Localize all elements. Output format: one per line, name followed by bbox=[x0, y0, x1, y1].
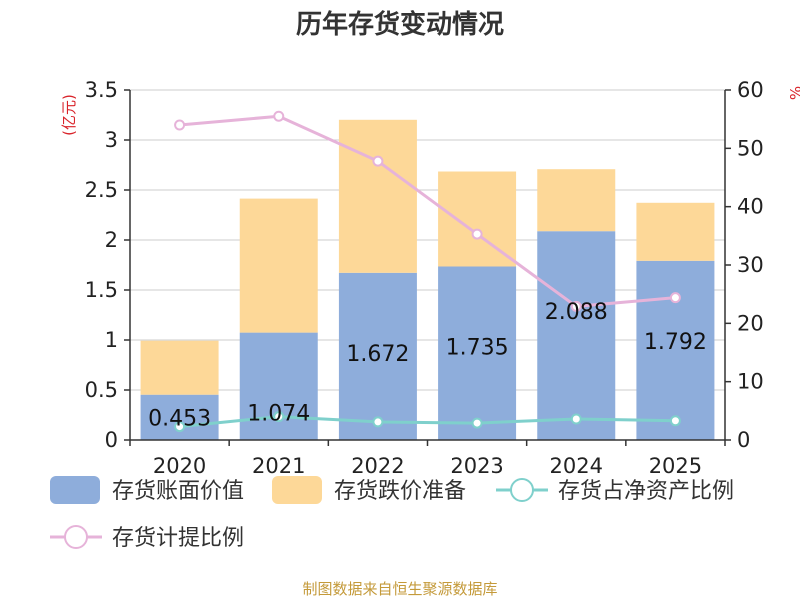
right-tick-label: 30 bbox=[737, 253, 764, 277]
left-tick-label: 1.5 bbox=[85, 278, 118, 302]
legend-marker-provision-ratio bbox=[64, 525, 88, 549]
source-note: 制图数据来自恒生聚源数据库 bbox=[302, 580, 497, 598]
right-tick-label: 60 bbox=[737, 78, 764, 102]
legend-swatch-impairment bbox=[272, 476, 322, 504]
data-label-2023: 1.735 bbox=[446, 336, 509, 361]
chart-title: 历年存货变动情况 bbox=[296, 9, 504, 40]
point-net-asset-ratio-2025 bbox=[669, 415, 681, 427]
legend-label-impairment: 存货跌价准备 bbox=[334, 479, 466, 504]
bar-book-value-2025 bbox=[636, 260, 715, 440]
point-net-asset-ratio-2023 bbox=[471, 417, 483, 429]
lines-group bbox=[174, 110, 681, 433]
bar-book-value-2020 bbox=[140, 394, 219, 440]
data-label-2024: 2.088 bbox=[545, 300, 608, 325]
right-tick-label: 40 bbox=[737, 195, 764, 219]
point-net-asset-ratio-2024 bbox=[570, 413, 582, 425]
x-tick-label: 2025 bbox=[649, 454, 702, 478]
x-tick-label: 2021 bbox=[252, 454, 305, 478]
left-tick-label: 0.5 bbox=[85, 378, 118, 402]
data-label-2025: 1.792 bbox=[644, 330, 707, 355]
bar-impairment-2023 bbox=[438, 171, 517, 267]
bar-impairment-2025 bbox=[636, 202, 715, 261]
point-provision-ratio-2021 bbox=[273, 110, 285, 122]
right-tick-label: 50 bbox=[737, 136, 764, 160]
point-provision-ratio-2022 bbox=[372, 155, 384, 167]
left-tick-label: 2.5 bbox=[85, 178, 118, 202]
bar-book-value-2024 bbox=[537, 231, 616, 440]
bar-book-value-2023 bbox=[438, 266, 517, 440]
left-tick-label: 1 bbox=[105, 328, 118, 352]
data-label-2022: 1.672 bbox=[346, 342, 409, 367]
left-axis-unit: (亿元) bbox=[60, 94, 78, 136]
bar-impairment-2024 bbox=[537, 169, 616, 232]
legend-label-provision-ratio: 存货计提比例 bbox=[112, 526, 244, 551]
bar-book-value-2022 bbox=[338, 272, 417, 440]
x-tick-label: 2024 bbox=[550, 454, 603, 478]
x-tick-label: 2023 bbox=[450, 454, 503, 478]
right-tick-label: 0 bbox=[737, 428, 750, 452]
point-net-asset-ratio-2022 bbox=[372, 416, 384, 428]
left-tick-label: 3.5 bbox=[85, 78, 118, 102]
legend-marker-net-asset-ratio bbox=[510, 478, 534, 502]
grid-lines bbox=[130, 89, 725, 391]
line-net-asset-ratio bbox=[179, 415, 676, 429]
bar-impairment-2022 bbox=[338, 119, 417, 273]
axes-group: 0 0.5 1 1.5 2 2.5 3 3.5 0 10 20 30 40 50 60 2020 2021 202… bbox=[85, 78, 764, 478]
left-tick-label: 3 bbox=[105, 128, 118, 152]
point-net-asset-ratio-2020 bbox=[174, 421, 186, 433]
data-labels-group: 0.453 1.074 1.672 1.735 2.088 1.792 bbox=[148, 300, 707, 431]
point-provision-ratio-2020 bbox=[174, 119, 186, 131]
right-axis-unit: % bbox=[787, 86, 800, 100]
left-tick-label: 2 bbox=[105, 228, 118, 252]
point-provision-ratio-2023 bbox=[471, 228, 483, 240]
bar-impairment-2020 bbox=[140, 340, 219, 395]
line-provision-ratio bbox=[179, 114, 676, 308]
left-tick-label: 0 bbox=[105, 428, 118, 452]
data-label-2020: 0.453 bbox=[148, 406, 211, 431]
legend-label-book-value: 存货账面价值 bbox=[112, 479, 244, 504]
bar-impairment-2021 bbox=[239, 198, 318, 333]
bars-group bbox=[140, 119, 715, 440]
x-tick-label: 2020 bbox=[153, 454, 206, 478]
point-provision-ratio-2025 bbox=[669, 292, 681, 304]
legend-label-net-asset-ratio: 存货占净资产比例 bbox=[558, 479, 734, 504]
legend-swatch-book-value bbox=[50, 476, 100, 504]
x-tick-label: 2022 bbox=[351, 454, 404, 478]
right-tick-label: 10 bbox=[737, 370, 764, 394]
right-tick-label: 20 bbox=[737, 311, 764, 335]
point-provision-ratio-2024 bbox=[570, 300, 582, 312]
data-label-2021: 1.074 bbox=[247, 402, 310, 427]
point-net-asset-ratio-2021 bbox=[273, 411, 285, 423]
